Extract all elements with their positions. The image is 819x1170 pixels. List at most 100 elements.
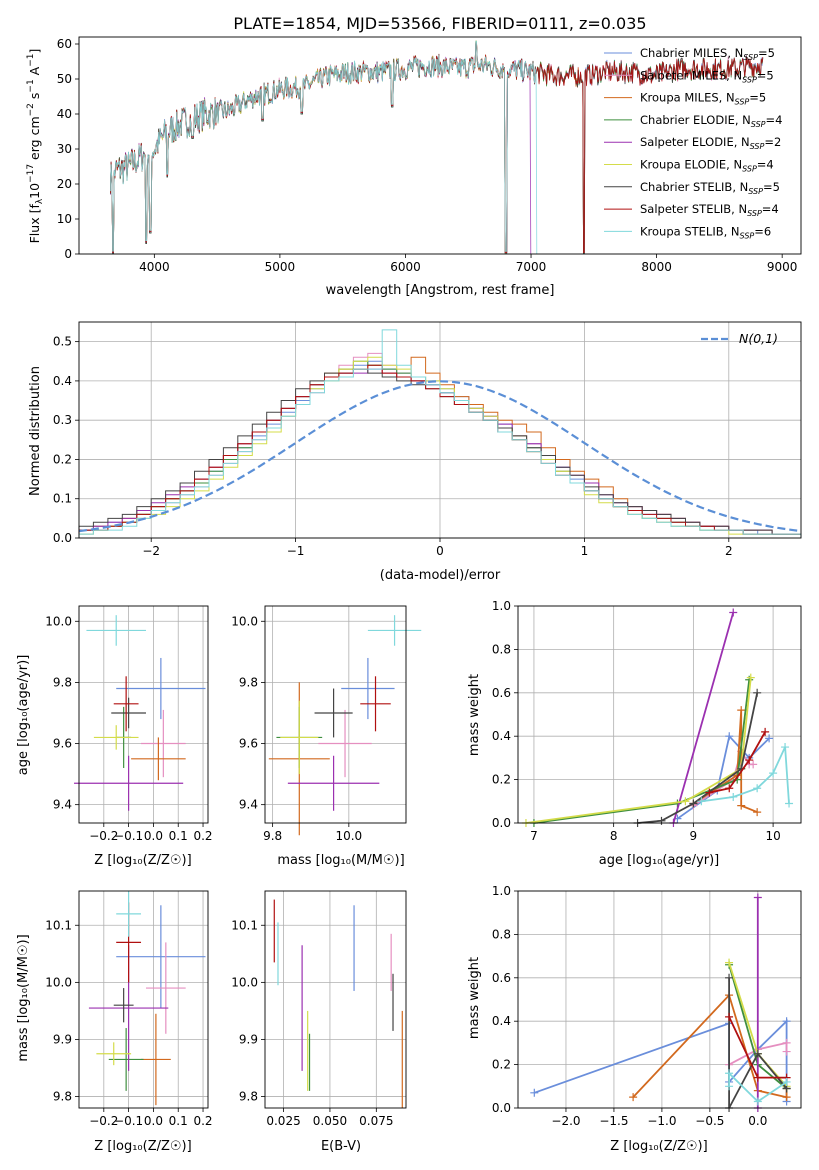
weight-series-line [525, 677, 752, 824]
x-tick-label: 0.050 [313, 1114, 347, 1128]
spectrum-xlabel: wavelength [Angstrom, rest frame] [326, 283, 555, 298]
weight-series-line [728, 1071, 788, 1103]
legend-entry: Kroupa MILES, NSSP=5 [640, 91, 766, 107]
weight-series-line [672, 612, 735, 824]
weight-point-marker [737, 706, 746, 715]
y-tick-label: 9.9 [239, 1032, 258, 1046]
x-tick-label: 9 [690, 829, 698, 843]
weight-point-marker [725, 784, 734, 793]
z-weight-xlabel: Z [log₁₀(Z/Z☉)] [610, 1139, 707, 1154]
x-tick-label: −0.2 [89, 829, 118, 843]
y-tick-label: 60 [57, 37, 72, 51]
spectrum-lines [110, 40, 764, 254]
weight-point-marker [753, 784, 762, 793]
weight-point-marker [753, 1097, 762, 1106]
weight-point-marker [689, 799, 698, 808]
y-tick-label: 0.2 [492, 773, 511, 787]
weight-point-marker [765, 734, 774, 743]
z-age-xlabel: Z [log₁₀(Z/Z☉)] [94, 853, 191, 868]
mass-age-panel: 9.8 10.0 9.4 9.6 9.8 10.0 [231, 605, 422, 843]
weight-point-marker [725, 973, 734, 982]
residuals-histogram: −2 −1 0 1 2 0.0 0.1 0.2 0.3 0.4 0.5 N(0,1) [53, 321, 802, 558]
weight-point-marker [725, 1069, 734, 1078]
weight-series-line [728, 977, 788, 1109]
y-tick-label: 0.1 [53, 492, 72, 506]
weight-point-marker [753, 688, 762, 697]
weight-point-marker [782, 1038, 791, 1047]
axes-frame [517, 890, 802, 1109]
x-tick-label: −2 [142, 544, 160, 558]
axes-frame [264, 890, 407, 1109]
x-tick-label: 7000 [516, 260, 547, 274]
weight-point-marker [753, 1073, 762, 1082]
spectrum-model-line [110, 40, 538, 254]
legend-entry: N(0,1) [739, 331, 778, 346]
y-tick-label: 10 [57, 212, 72, 226]
weight-point-marker [753, 1049, 762, 1058]
weight-point-marker [781, 743, 790, 752]
z-mass-ylabel: mass [log₁₀(M/M☉)] [16, 934, 31, 1061]
y-tick-label: 9.6 [239, 737, 258, 751]
y-tick-label: 9.9 [53, 1032, 72, 1046]
weight-point-marker [782, 1017, 791, 1026]
x-tick-label: 1 [581, 544, 589, 558]
z-weight-panel: −2.0 −1.5 −1.0 −0.5 0.0 0.0 0.2 0.4 0.6 0.8 1.0 [492, 884, 802, 1128]
y-tick-label: 9.4 [239, 798, 258, 812]
x-tick-label: 0 [436, 544, 444, 558]
axes-frame [264, 605, 407, 824]
weight-point-marker [697, 797, 706, 806]
x-tick-label: −1.0 [647, 1114, 676, 1128]
x-tick-label: 9.8 [263, 829, 282, 843]
x-tick-label: 0.0 [748, 1114, 767, 1128]
legend-entry: Kroupa STELIB, NSSP=6 [640, 224, 771, 240]
x-tick-label: 0.1 [169, 829, 188, 843]
weight-point-marker [725, 732, 734, 741]
x-tick-label: −0.5 [695, 1114, 724, 1128]
legend-entry: Chabrier STELIB, NSSP=5 [640, 180, 780, 196]
z-mass-panel: −0.2−0.1 0.0 0.1 0.2 9.8 9.9 10.0 10.1 [45, 890, 213, 1128]
y-tick-label: 0.2 [53, 452, 72, 466]
x-tick-label: 7 [530, 829, 538, 843]
age-weight-ylabel: mass weight [467, 674, 482, 756]
y-tick-label: 10.0 [231, 614, 258, 628]
y-tick-label: 0.6 [492, 686, 511, 700]
x-tick-label: 0.2 [193, 829, 212, 843]
weight-series-line [728, 1041, 788, 1066]
residuals-xlabel: (data-model)/error [380, 568, 501, 583]
axes-frame [78, 890, 209, 1109]
weight-point-marker [725, 958, 734, 967]
weight-point-marker [769, 769, 778, 778]
y-tick-label: 0.4 [53, 374, 72, 388]
ebv-mass-xlabel: E(B-V) [321, 1139, 361, 1154]
x-tick-label: 6000 [390, 260, 421, 274]
x-tick-label: −2.0 [551, 1114, 580, 1128]
y-tick-label: 40 [57, 107, 72, 121]
weight-point-marker [737, 801, 746, 810]
spectrum-ylabel: Flux [fλ10−17 erg cm−2 s−1 A−1] [26, 49, 45, 244]
y-tick-label: 1.0 [492, 599, 511, 613]
weight-point-marker [761, 727, 770, 736]
x-tick-label: 10 [765, 829, 780, 843]
x-tick-label: −1 [287, 544, 305, 558]
x-tick-label: 0.2 [193, 1114, 212, 1128]
weight-point-marker [629, 1093, 638, 1102]
y-tick-label: 0.2 [492, 1058, 511, 1072]
x-tick-label: 5000 [265, 260, 296, 274]
weight-point-marker [753, 893, 762, 902]
weight-series-line [709, 731, 766, 794]
weight-point-marker [725, 1012, 734, 1021]
weight-point-marker [782, 1077, 791, 1086]
residuals-ylabel: Normed distribution [28, 366, 43, 496]
y-tick-label: 10.0 [45, 975, 72, 989]
weight-point-marker [782, 1093, 791, 1102]
weight-point-marker [681, 797, 690, 806]
x-tick-label: 0.075 [359, 1114, 393, 1128]
weight-point-marker [657, 816, 666, 825]
y-tick-label: 20 [57, 177, 72, 191]
age-weight-xlabel: age [log₁₀(age/yr)] [599, 853, 720, 868]
y-tick-label: 0.3 [53, 413, 72, 427]
y-tick-label: 0.5 [53, 335, 72, 349]
y-tick-label: 50 [57, 72, 72, 86]
y-tick-label: 0.0 [492, 1101, 511, 1115]
weight-point-marker [746, 673, 755, 682]
